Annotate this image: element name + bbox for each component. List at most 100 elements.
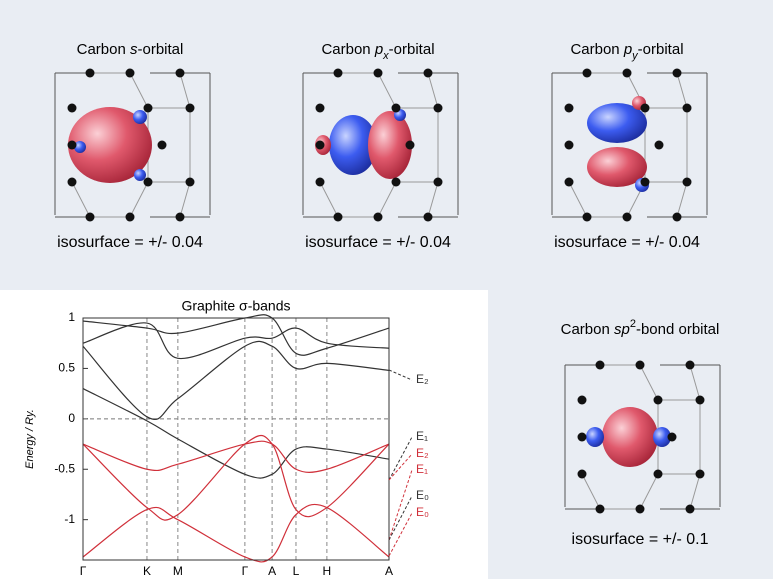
panel-caption: isosurface = +/- 0.1	[572, 531, 709, 548]
atom	[653, 395, 663, 405]
atom	[667, 432, 677, 442]
y-tick-label: 1	[68, 310, 75, 324]
atom	[582, 68, 592, 78]
atom	[423, 68, 433, 78]
band-line	[82, 440, 390, 473]
plot-panel	[0, 290, 488, 579]
atom	[564, 177, 574, 187]
panel-title: Carbon py-orbital	[570, 41, 683, 62]
atom	[175, 68, 185, 78]
orbital-panel: Carbon px-orbital isosurface = +/- 0.04	[302, 41, 459, 251]
x-tick-label: A	[385, 564, 393, 578]
atom	[682, 103, 692, 113]
bond	[581, 473, 601, 510]
atom	[654, 140, 664, 150]
atom	[635, 360, 645, 370]
atom	[143, 103, 153, 113]
x-tick-label: A	[268, 564, 276, 578]
bond	[689, 473, 701, 510]
atom	[695, 395, 705, 405]
isosurface	[329, 115, 377, 175]
isosurface	[587, 147, 647, 187]
atom	[67, 103, 77, 113]
atom	[433, 177, 443, 187]
plot-frame	[82, 317, 390, 561]
bond	[129, 181, 149, 218]
isosurface	[368, 111, 412, 179]
bond	[377, 181, 397, 218]
band-line	[82, 314, 390, 356]
band-line	[82, 340, 390, 420]
isosurface	[68, 107, 152, 183]
atom	[695, 469, 705, 479]
leader-line	[388, 453, 413, 481]
x-tick-label: L	[293, 564, 300, 578]
atom	[67, 177, 77, 187]
atom	[635, 504, 645, 514]
atom	[622, 68, 632, 78]
atom	[185, 177, 195, 187]
title-part: sp	[614, 321, 630, 338]
bond	[568, 181, 588, 218]
bond	[676, 181, 688, 218]
leader-line	[388, 469, 413, 541]
atom	[175, 212, 185, 222]
bond	[319, 181, 339, 218]
orbital-panel: Carbon py-orbital isosurface = +/- 0.04	[551, 41, 708, 251]
atom	[433, 103, 443, 113]
bond	[179, 72, 191, 109]
x-tick-label: Γ	[242, 564, 249, 578]
bond	[676, 72, 688, 109]
bond	[71, 181, 91, 218]
atom	[143, 177, 153, 187]
x-tick-label: M	[173, 564, 183, 578]
isosurface	[653, 427, 671, 447]
title-part: Carbon	[321, 41, 374, 58]
panel-caption: isosurface = +/- 0.04	[57, 234, 203, 251]
chart-title: Graphite σ-bands	[181, 298, 290, 314]
atom	[640, 177, 650, 187]
band-label: E₁	[416, 429, 428, 443]
x-tick-label: K	[143, 564, 151, 578]
bond	[639, 364, 659, 401]
title-part: Carbon	[77, 41, 130, 58]
band-label: E₂	[416, 372, 429, 386]
band-label: E₀	[416, 505, 429, 519]
panel-title: Carbon px-orbital	[321, 41, 434, 62]
isosurface	[586, 427, 604, 447]
atom	[125, 68, 135, 78]
atom	[577, 469, 587, 479]
atom	[157, 140, 167, 150]
atom	[67, 140, 77, 150]
isosurface	[602, 407, 658, 467]
atom	[577, 432, 587, 442]
band-label: E₂	[416, 446, 429, 460]
leader-line	[388, 495, 413, 541]
y-tick-label: 0.5	[58, 361, 75, 375]
isosurface	[134, 169, 146, 181]
band-label: E₁	[416, 462, 428, 476]
atom	[125, 212, 135, 222]
atom	[373, 68, 383, 78]
atom	[564, 103, 574, 113]
atom	[315, 103, 325, 113]
atom	[564, 140, 574, 150]
title-part: -orbital	[138, 41, 184, 58]
atom	[373, 212, 383, 222]
atom	[333, 212, 343, 222]
atom	[685, 504, 695, 514]
panel-title: Carbon sp2-bond orbital	[561, 318, 720, 338]
title-part: Carbon	[561, 321, 614, 338]
atom	[685, 360, 695, 370]
bond	[377, 72, 397, 109]
isosurface	[133, 110, 147, 124]
isosurface	[74, 141, 86, 153]
atom	[622, 212, 632, 222]
band-label: E₀	[416, 488, 429, 502]
y-tick-label: -1	[64, 512, 75, 526]
title-part: p	[374, 41, 383, 58]
orbital-panel: Carbon s-orbital isosurface = +/- 0.04	[54, 41, 211, 251]
atom	[672, 68, 682, 78]
